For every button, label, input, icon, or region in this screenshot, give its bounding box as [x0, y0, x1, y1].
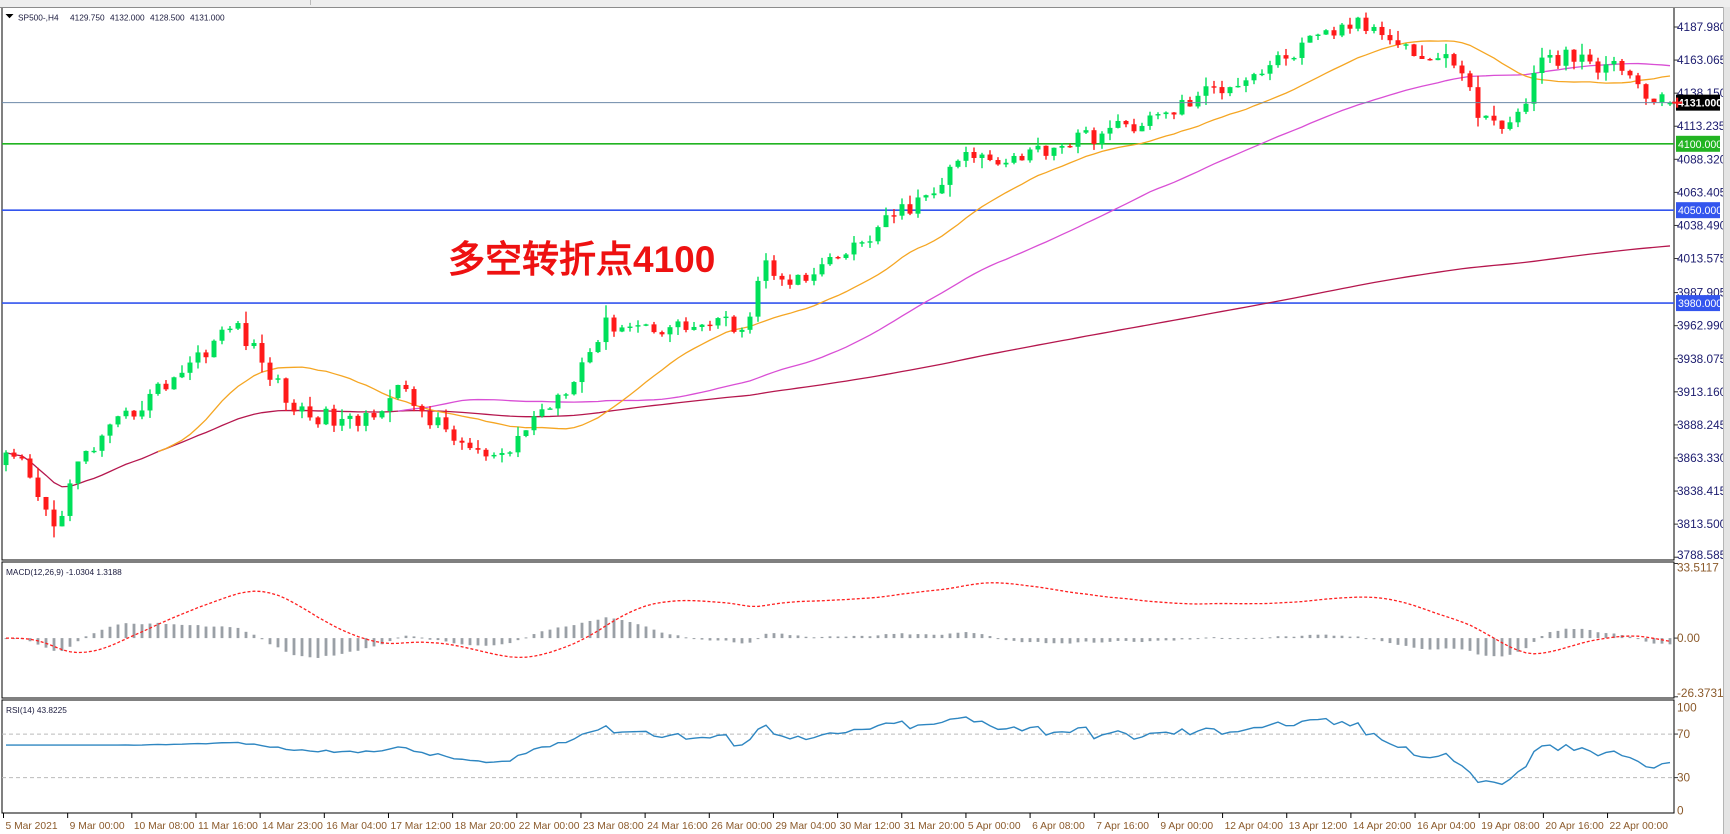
svg-text:3813.500: 3813.500 — [1677, 517, 1727, 531]
svg-text:4163.065: 4163.065 — [1677, 53, 1727, 67]
svg-text:10 Mar 08:00: 10 Mar 08:00 — [134, 821, 195, 832]
svg-text:9 Apr 00:00: 9 Apr 00:00 — [1160, 821, 1213, 832]
svg-text:17 Mar 12:00: 17 Mar 12:00 — [390, 821, 451, 832]
svg-text:30 Mar 12:00: 30 Mar 12:00 — [840, 821, 901, 832]
svg-text:3863.330: 3863.330 — [1677, 451, 1727, 465]
svg-text:26 Mar 00:00: 26 Mar 00:00 — [711, 821, 772, 832]
svg-text:4013.575: 4013.575 — [1677, 252, 1727, 266]
svg-text:22 Apr 00:00: 22 Apr 00:00 — [1610, 821, 1669, 832]
svg-text:0: 0 — [1677, 803, 1684, 817]
svg-text:12 Apr 04:00: 12 Apr 04:00 — [1225, 821, 1284, 832]
svg-text:7 Apr 16:00: 7 Apr 16:00 — [1096, 821, 1149, 832]
svg-text:RSI(14) 43.8225: RSI(14) 43.8225 — [6, 705, 67, 715]
svg-text:多空转折点4100: 多空转折点4100 — [448, 239, 715, 280]
svg-text:3962.990: 3962.990 — [1677, 319, 1727, 333]
svg-text:33.5117: 33.5117 — [1677, 561, 1719, 575]
svg-text:3938.075: 3938.075 — [1677, 352, 1727, 366]
svg-text:SP500-,H4: SP500-,H4 — [18, 13, 59, 23]
svg-text:3913.160: 3913.160 — [1677, 385, 1727, 399]
svg-text:4100.000: 4100.000 — [1678, 139, 1722, 151]
svg-text:16 Mar 04:00: 16 Mar 04:00 — [326, 821, 387, 832]
svg-text:23 Mar 08:00: 23 Mar 08:00 — [583, 821, 644, 832]
svg-text:20 Apr 16:00: 20 Apr 16:00 — [1545, 821, 1604, 832]
svg-text:3838.415: 3838.415 — [1677, 484, 1727, 498]
svg-text:14 Mar 23:00: 14 Mar 23:00 — [262, 821, 323, 832]
svg-text:100: 100 — [1677, 700, 1697, 714]
svg-text:4128.500: 4128.500 — [150, 13, 185, 23]
svg-text:30: 30 — [1677, 771, 1691, 785]
svg-text:4131.000: 4131.000 — [190, 13, 225, 23]
svg-text:4187.980: 4187.980 — [1677, 20, 1727, 34]
svg-text:-26.3731: -26.3731 — [1677, 686, 1724, 700]
svg-text:13 Apr 12:00: 13 Apr 12:00 — [1289, 821, 1348, 832]
svg-text:3888.245: 3888.245 — [1677, 418, 1727, 432]
svg-text:0.00: 0.00 — [1677, 631, 1700, 645]
svg-text:31 Mar 20:00: 31 Mar 20:00 — [904, 821, 965, 832]
svg-text:4050.000: 4050.000 — [1678, 205, 1722, 217]
svg-text:4063.405: 4063.405 — [1677, 185, 1727, 199]
svg-text:4113.235: 4113.235 — [1677, 119, 1726, 133]
svg-text:4088.320: 4088.320 — [1677, 152, 1727, 166]
svg-text:5 Apr 00:00: 5 Apr 00:00 — [968, 821, 1021, 832]
svg-text:70: 70 — [1677, 727, 1691, 741]
svg-text:19 Apr 08:00: 19 Apr 08:00 — [1481, 821, 1540, 832]
svg-text:4129.750: 4129.750 — [70, 13, 105, 23]
svg-text:MACD(12,26,9) -1.0304 1.3188: MACD(12,26,9) -1.0304 1.3188 — [6, 567, 122, 577]
svg-text:5 Mar 2021: 5 Mar 2021 — [6, 821, 58, 832]
svg-text:6 Apr 08:00: 6 Apr 08:00 — [1032, 821, 1085, 832]
svg-text:14 Apr 20:00: 14 Apr 20:00 — [1353, 821, 1412, 832]
svg-text:3980.000: 3980.000 — [1678, 298, 1722, 310]
svg-text:22 Mar 00:00: 22 Mar 00:00 — [519, 821, 580, 832]
svg-text:29 Mar 04:00: 29 Mar 04:00 — [775, 821, 836, 832]
svg-text:4038.490: 4038.490 — [1677, 218, 1727, 232]
svg-text:16 Apr 04:00: 16 Apr 04:00 — [1417, 821, 1476, 832]
svg-text:9 Mar 00:00: 9 Mar 00:00 — [70, 821, 125, 832]
svg-text:24 Mar 16:00: 24 Mar 16:00 — [647, 821, 708, 832]
svg-text:11 Mar 16:00: 11 Mar 16:00 — [198, 821, 258, 832]
svg-text:4132.000: 4132.000 — [110, 13, 145, 23]
svg-text:18 Mar 20:00: 18 Mar 20:00 — [455, 821, 516, 832]
svg-text:4131.000: 4131.000 — [1678, 98, 1722, 110]
